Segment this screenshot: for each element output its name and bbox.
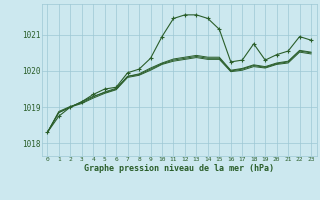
X-axis label: Graphe pression niveau de la mer (hPa): Graphe pression niveau de la mer (hPa) bbox=[84, 164, 274, 173]
